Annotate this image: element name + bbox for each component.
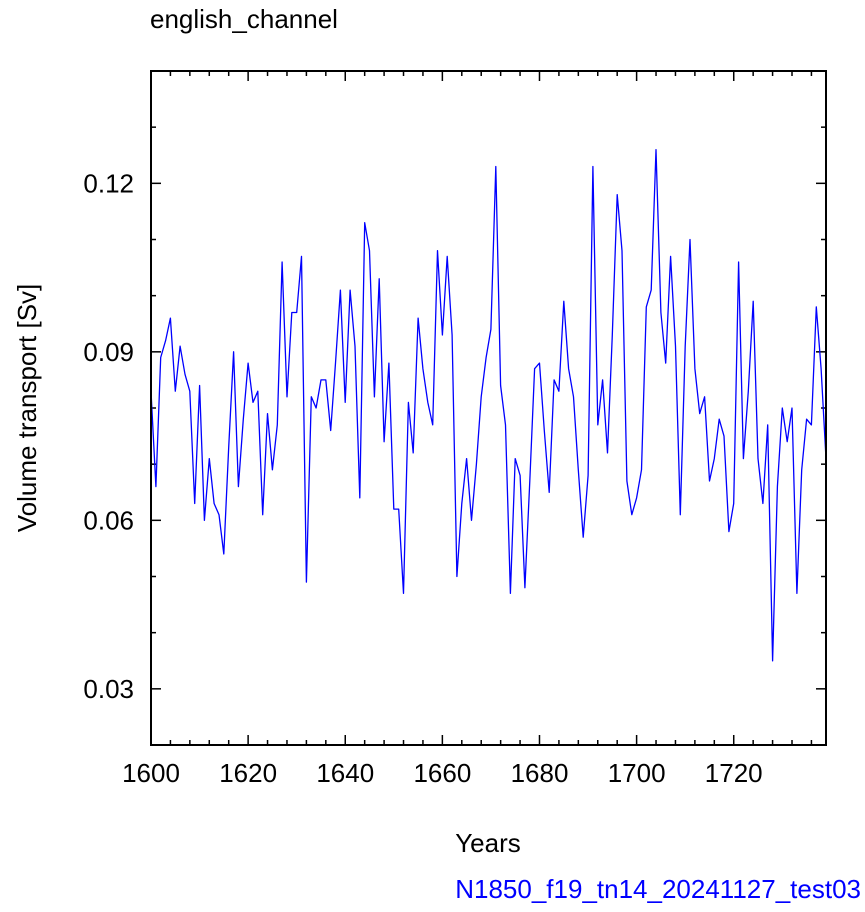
x-tick-label: 1680 bbox=[511, 758, 569, 788]
axis-ticks bbox=[150, 70, 826, 746]
x-tick-label: 1640 bbox=[316, 758, 374, 788]
y-tick-label: 0.03 bbox=[83, 674, 134, 704]
x-tick-label: 1700 bbox=[608, 758, 666, 788]
x-tick-label: 1660 bbox=[413, 758, 471, 788]
x-tick-label: 1620 bbox=[219, 758, 277, 788]
y-tick-label: 0.09 bbox=[83, 337, 134, 367]
x-tick-label: 1720 bbox=[705, 758, 763, 788]
case-name-label: N1850_f19_tn14_20241127_test03 bbox=[455, 874, 861, 904]
plot-frame bbox=[150, 70, 827, 746]
y-tick-label: 0.06 bbox=[83, 505, 134, 535]
series-line bbox=[150, 148, 827, 662]
x-axis-label: Years bbox=[455, 828, 521, 858]
chart-title: english_channel bbox=[150, 4, 338, 34]
y-tick-label: 0.12 bbox=[83, 168, 134, 198]
x-tick-label: 1600 bbox=[122, 758, 180, 788]
tick-labels: 1600 1620 1640 1660 1680 1700 1720 0.03 0.06 0.09… bbox=[83, 168, 762, 788]
y-axis-label: Volume transport [Sv] bbox=[12, 284, 42, 533]
